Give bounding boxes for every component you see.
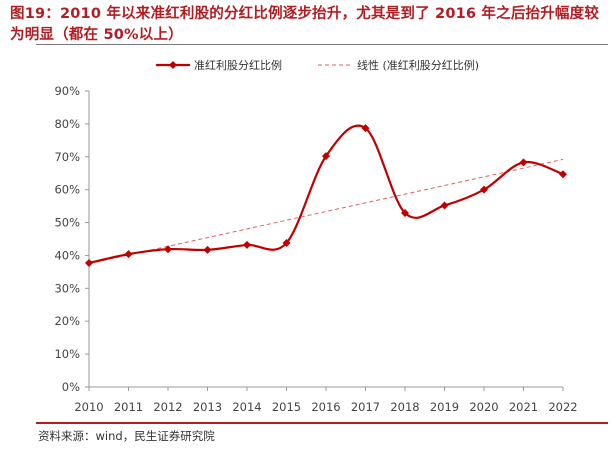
x-tick-label: 2020 bbox=[469, 400, 498, 414]
x-tick-label: 2017 bbox=[351, 400, 380, 414]
legend-marker-main bbox=[169, 61, 177, 69]
x-tick-label: 2014 bbox=[232, 400, 261, 414]
x-axis: 2010 2011 2012 2013 2014 2015 2016 2017 2018 2019… bbox=[74, 386, 578, 414]
x-tick-label: 2012 bbox=[153, 400, 182, 414]
y-tick-label: 0% bbox=[62, 380, 80, 394]
x-tick-label: 2011 bbox=[114, 400, 143, 414]
data-point bbox=[440, 201, 449, 210]
x-tick-label: 2013 bbox=[193, 400, 222, 414]
y-tick-label: 90% bbox=[54, 84, 80, 98]
footer-divider bbox=[36, 422, 608, 424]
x-tick-label: 2015 bbox=[272, 400, 301, 414]
data-point bbox=[282, 238, 291, 247]
data-point bbox=[322, 152, 330, 161]
y-tick-label: 20% bbox=[54, 314, 80, 328]
trendline bbox=[88, 158, 564, 265]
data-point bbox=[124, 250, 133, 259]
series-line bbox=[88, 124, 564, 265]
source-note: 资料来源：wind，民生证券研究院 bbox=[38, 429, 215, 443]
legend-label-main: 准红利股分红比例 bbox=[194, 58, 282, 72]
x-tick-label: 2018 bbox=[390, 400, 419, 414]
x-tick-label: 2022 bbox=[548, 400, 577, 414]
data-point bbox=[243, 240, 251, 249]
data-point bbox=[480, 185, 488, 194]
y-tick-label: 60% bbox=[54, 183, 80, 197]
line-chart: 准红利股分红比例 线性 (准红利股分红比例) 0% 10% 20% 30% 40% 50% 6… bbox=[54, 58, 578, 414]
data-point bbox=[203, 245, 212, 254]
data-point bbox=[85, 259, 93, 268]
data-point bbox=[559, 170, 567, 179]
dividend-ratio-series bbox=[85, 124, 567, 268]
data-point bbox=[164, 245, 172, 254]
y-tick-label: 10% bbox=[54, 347, 80, 361]
x-tick-label: 2010 bbox=[74, 400, 103, 414]
y-tick-label: 30% bbox=[54, 281, 80, 295]
y-tick-label: 70% bbox=[54, 150, 80, 164]
x-tick-label: 2019 bbox=[430, 400, 459, 414]
data-point bbox=[519, 158, 528, 167]
chart-title: 图19：2010 年以来准红利股的分红比例逐步抬升，尤其是到了 2016 年之后… bbox=[10, 6, 600, 43]
data-point bbox=[401, 209, 409, 218]
data-point bbox=[361, 124, 370, 133]
legend-label-trend: 线性 (准红利股分红比例) bbox=[357, 58, 479, 72]
trendline-series bbox=[88, 158, 564, 265]
x-tick-label: 2016 bbox=[311, 400, 340, 414]
y-tick-label: 80% bbox=[54, 117, 80, 131]
legend: 准红利股分红比例 线性 (准红利股分红比例) bbox=[156, 58, 479, 72]
y-tick-label: 40% bbox=[54, 248, 80, 262]
y-axis: 0% 10% 20% 30% 40% 50% 60% 70% 80% 90% bbox=[54, 84, 90, 394]
y-tick-label: 50% bbox=[54, 216, 80, 230]
title-divider bbox=[36, 44, 608, 45]
x-tick-label: 2021 bbox=[509, 400, 538, 414]
